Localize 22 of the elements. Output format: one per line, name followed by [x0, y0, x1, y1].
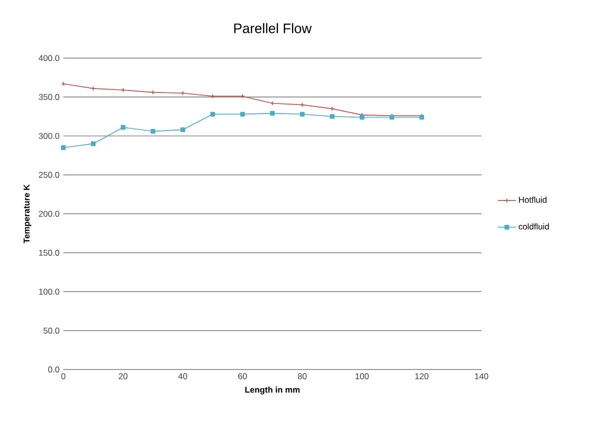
y-tick-label: 300.0: [38, 132, 60, 139]
y-tick-label: 250.0: [38, 172, 60, 178]
x-tick-label: 20: [118, 373, 128, 380]
x-tick-label: 40: [178, 373, 188, 380]
x-tick-label: 0: [61, 373, 66, 380]
y-tick-label: 150.0: [39, 250, 60, 256]
legend-label: Hotfluid: [519, 196, 546, 203]
chart-title: Parellel Flow: [234, 22, 312, 34]
x-tick-label: 60: [238, 373, 247, 380]
y-tick-label: 50.0: [44, 327, 60, 334]
legend-label: coldfluid: [518, 223, 549, 230]
x-tick-label: 100: [356, 373, 369, 380]
x-axis-title: Length in mm: [245, 386, 300, 394]
y-tick-label: 100.0: [39, 288, 60, 294]
x-tick-label: 120: [415, 373, 428, 380]
y-tick-label: 0.0: [48, 366, 60, 372]
y-tick-label: 200.0: [38, 210, 60, 217]
y-tick-label: 400.0: [38, 54, 60, 61]
x-tick-label: 80: [298, 373, 307, 380]
x-tick-label: 140: [475, 373, 488, 380]
y-axis-title: Temperature K: [24, 184, 32, 243]
y-tick-label: 350.0: [38, 94, 60, 100]
